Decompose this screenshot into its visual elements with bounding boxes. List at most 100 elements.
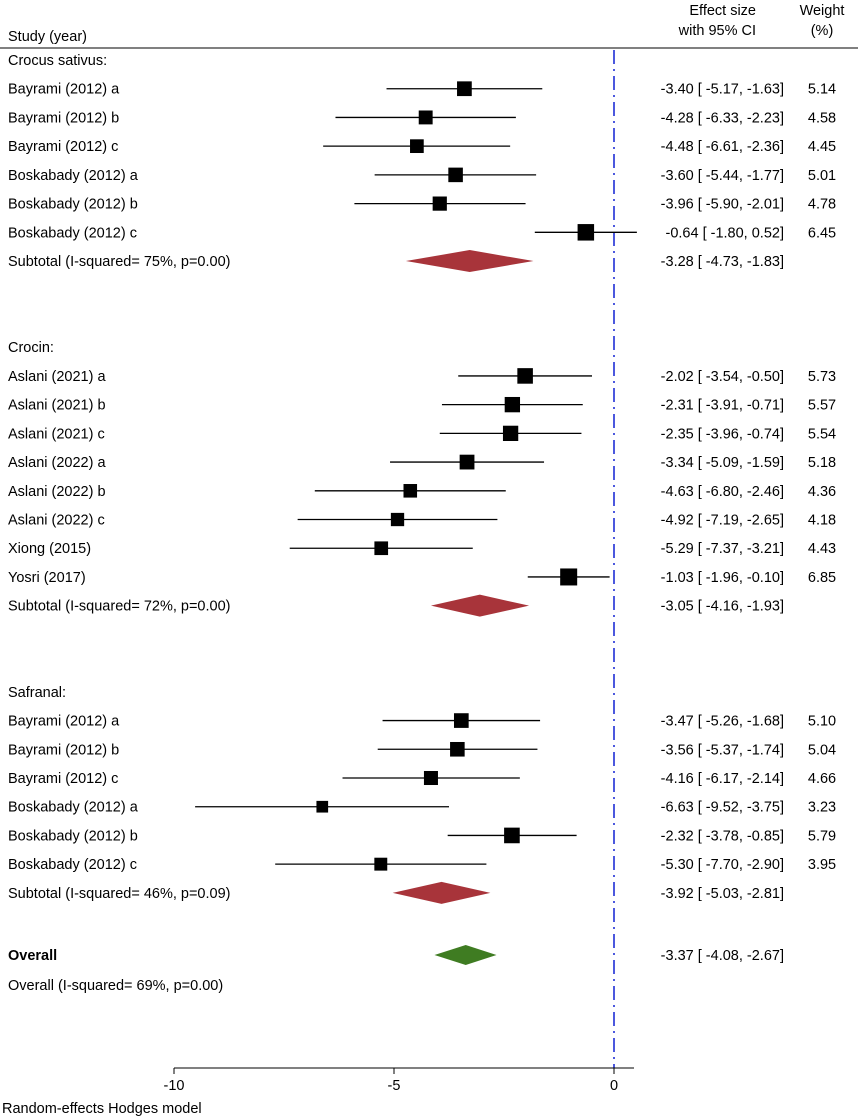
effect-ci-text: -4.16 [ -6.17, -2.14] [661,771,784,787]
effect-marker [502,425,519,442]
header-effect-line2: with 95% CI [678,23,756,39]
header-weight-line2: (%) [811,23,834,39]
subtotal-ci-text: -3.28 [ -4.73, -1.83] [661,254,784,270]
study-label: Bayrami (2012) a [8,714,120,730]
weight-text: 5.01 [808,168,836,184]
weight-text: 5.14 [808,82,836,98]
weight-text: 3.23 [808,800,836,816]
effect-ci-text: -4.63 [ -6.80, -2.46] [661,484,784,500]
weight-text: 6.85 [808,570,836,586]
effect-marker [459,454,475,470]
subtotal-ci-text: -3.92 [ -5.03, -2.81] [661,886,784,902]
weight-text: 4.58 [808,110,836,126]
effect-marker [504,396,521,413]
header-study: Study (year) [8,29,87,45]
effect-marker [410,139,424,154]
effect-ci-text: -3.56 [ -5.37, -1.74] [661,742,784,758]
overall-heterogeneity-label: Overall (I-squared= 69%, p=0.00) [8,978,223,994]
effect-marker [423,770,438,786]
effect-ci-text: -5.29 [ -7.37, -3.21] [661,541,784,557]
effect-marker [418,110,433,125]
effect-ci-text: -2.31 [ -3.91, -0.71] [661,398,784,414]
weight-text: 4.66 [808,771,836,787]
weight-text: 5.57 [808,398,836,414]
weight-text: 5.79 [808,828,836,844]
effect-ci-text: -3.47 [ -5.26, -1.68] [661,714,784,730]
study-label: Aslani (2021) c [8,426,105,442]
effect-marker [448,167,463,183]
weight-text: 4.45 [808,139,836,155]
weight-text: 6.45 [808,225,836,241]
effect-ci-text: -2.32 [ -3.78, -0.85] [661,828,784,844]
rows-layer: Crocus sativus: Bayrami (2012) a -3.40 [ -… [8,53,836,994]
weight-text: 3.95 [808,857,836,873]
subtotal-ci-text: -3.05 [ -4.16, -1.93] [661,599,784,615]
header-effect-line1: Effect size [689,3,756,19]
effect-marker [432,196,447,211]
effect-ci-text: -4.92 [ -7.19, -2.65] [661,513,784,529]
effect-ci-text: -3.34 [ -5.09, -1.59] [661,455,784,471]
study-label: Aslani (2022) a [8,455,106,471]
study-label: Aslani (2022) b [8,484,106,500]
subtotal-label: Subtotal (I-squared= 46%, p=0.09) [8,886,230,902]
effect-marker [453,713,469,728]
effect-marker [390,512,405,527]
group-label: Safranal: [8,685,66,701]
effect-ci-text: -0.64 [ -1.80, 0.52] [666,225,785,241]
subtotal-label: Subtotal (I-squared= 75%, p=0.00) [8,254,230,270]
effect-ci-text: -1.03 [ -1.96, -0.10] [661,570,784,586]
weight-text: 5.18 [808,455,836,471]
study-label: Bayrami (2012) c [8,139,118,155]
study-label: Bayrami (2012) b [8,742,119,758]
overall-diamond [434,945,497,965]
x-tick-label: -5 [388,1078,401,1094]
study-label: Bayrami (2012) b [8,110,119,126]
effect-ci-text: -4.28 [ -6.33, -2.23] [661,110,784,126]
weight-text: 4.36 [808,484,836,500]
weight-text: 5.54 [808,426,836,442]
effect-marker [403,484,418,498]
subtotal-diamond [405,250,534,273]
subtotal-diamond [430,594,530,617]
effect-marker [450,741,465,757]
weight-text: 5.04 [808,742,836,758]
study-label: Boskabady (2012) b [8,828,138,844]
effect-marker [517,368,533,384]
effect-ci-text: -3.60 [ -5.44, -1.77] [661,168,784,184]
subtotal-diamond [392,881,491,904]
study-label: Boskabady (2012) a [8,800,139,816]
study-label: Aslani (2021) b [8,398,106,414]
x-tick-label: -10 [164,1078,185,1094]
weight-text: 5.10 [808,714,836,730]
overall-ci-text: -3.37 [ -4.08, -2.67] [661,948,784,964]
header-weight-line1: Weight [800,3,845,19]
x-axis: -10 -5 0 [164,1067,634,1094]
effect-ci-text: -3.96 [ -5.90, -2.01] [661,197,784,213]
footer-model: Random-effects Hodges model [2,1101,202,1117]
effect-ci-text: -2.35 [ -3.96, -0.74] [661,426,784,442]
study-label: Aslani (2022) c [8,513,105,529]
effect-marker [374,857,388,871]
group-label: Crocus sativus: [8,53,107,69]
effect-marker [577,224,595,241]
effect-ci-text: -5.30 [ -7.70, -2.90] [661,857,784,873]
overall-label: Overall [8,948,57,964]
study-label: Xiong (2015) [8,541,91,557]
group-label: Crocin: [8,340,54,356]
study-label: Boskabady (2012) c [8,225,137,241]
effect-ci-text: -2.02 [ -3.54, -0.50] [661,369,784,385]
weight-text: 5.73 [808,369,836,385]
effect-marker [316,800,329,813]
study-label: Yosri (2017) [8,570,86,586]
weight-text: 4.43 [808,541,836,557]
effect-marker [560,568,578,586]
subtotal-label: Subtotal (I-squared= 72%, p=0.00) [8,599,230,615]
effect-ci-text: -4.48 [ -6.61, -2.36] [661,139,784,155]
weight-text: 4.18 [808,513,836,529]
x-tick-label: 0 [610,1078,618,1094]
study-label: Boskabady (2012) a [8,168,139,184]
weight-text: 4.78 [808,197,836,213]
effect-marker [374,541,389,556]
effect-marker [457,81,472,97]
